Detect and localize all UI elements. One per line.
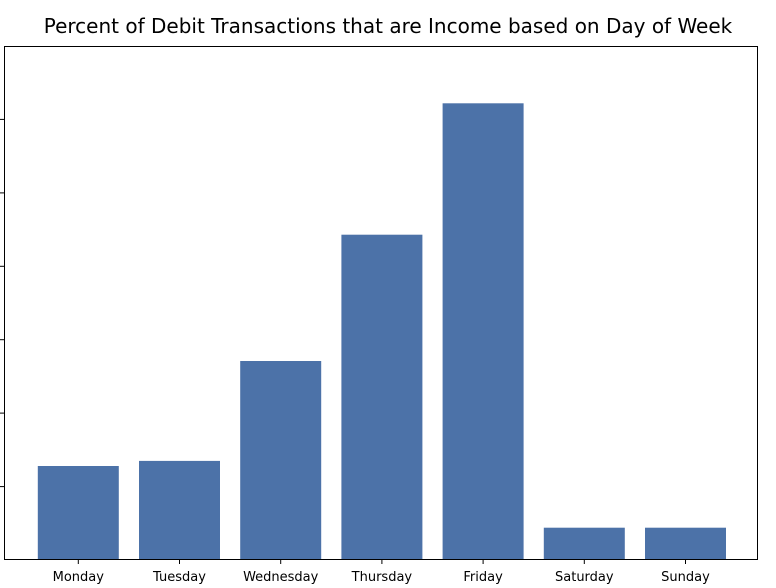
bar-thursday <box>341 234 423 560</box>
x-tick-label: Thursday <box>351 570 413 585</box>
bar-tuesday <box>139 460 220 560</box>
y-ticks-group <box>0 118 4 488</box>
x-tick-label: Friday <box>463 570 503 585</box>
x-ticks-group: Monday Tuesday Wednesday Thursday Friday Satu… <box>53 560 710 585</box>
bars-group <box>37 103 726 561</box>
bar-monday <box>37 466 119 560</box>
bar-saturday <box>543 527 625 560</box>
chart-title: Percent of Debit Transactions that are I… <box>43 14 733 38</box>
x-tick-label: Tuesday <box>152 570 206 585</box>
axes-frame <box>4 46 758 560</box>
x-tick-label: Wednesday <box>243 570 319 585</box>
bar-sunday <box>645 527 726 560</box>
x-tick-label: Sunday <box>661 570 710 585</box>
x-tick-label: Monday <box>53 570 105 585</box>
x-tick-label: Saturday <box>555 570 614 585</box>
bar-friday <box>442 103 524 561</box>
bar-wednesday <box>240 361 322 560</box>
